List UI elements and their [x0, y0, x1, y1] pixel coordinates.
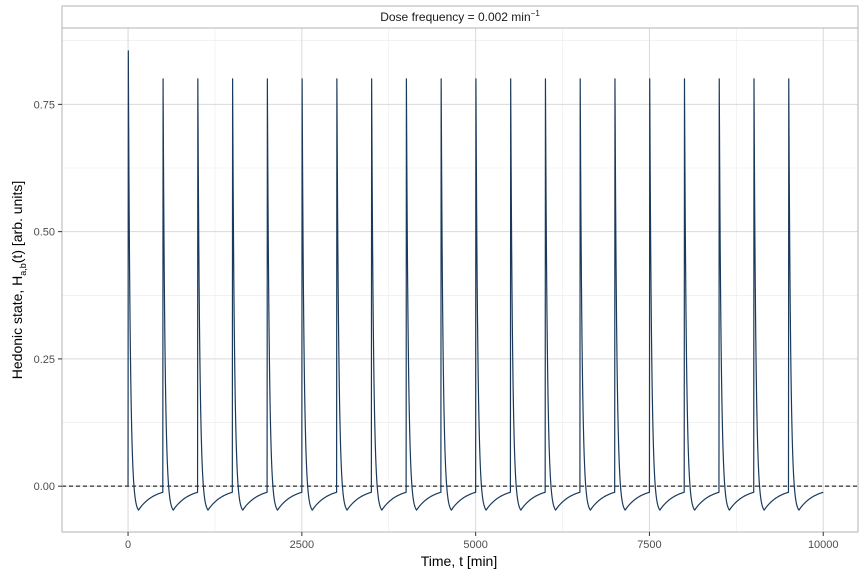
y-tick-label: 0.25: [34, 354, 55, 366]
grid-minor: [62, 28, 858, 532]
series-layer: [127, 50, 824, 511]
panel-border: [61, 27, 859, 533]
y-tick-label: 0.75: [34, 99, 55, 111]
x-tick-label: 2500: [290, 539, 314, 551]
y-axis-ticks: 0.00 0.25 0.50 0.75: [34, 99, 62, 493]
x-tick-label: 0: [125, 539, 131, 551]
series-line: [127, 50, 824, 511]
y-tick-label: 0.00: [34, 481, 55, 493]
strip-title: Dose frequency = 0.002 min−1: [380, 9, 540, 24]
x-tick-label: 5000: [463, 539, 487, 551]
x-tick-label: 7500: [637, 539, 661, 551]
x-axis-title: Time, t [min]: [421, 553, 498, 569]
x-tick-label: 10000: [808, 539, 839, 551]
y-tick-label: 0.50: [34, 227, 55, 239]
y-axis-title: Hedonic state, Ha,b(t) [arb. units]: [9, 181, 28, 379]
x-axis-ticks: 0 2500 5000 7500 10000: [125, 532, 839, 551]
